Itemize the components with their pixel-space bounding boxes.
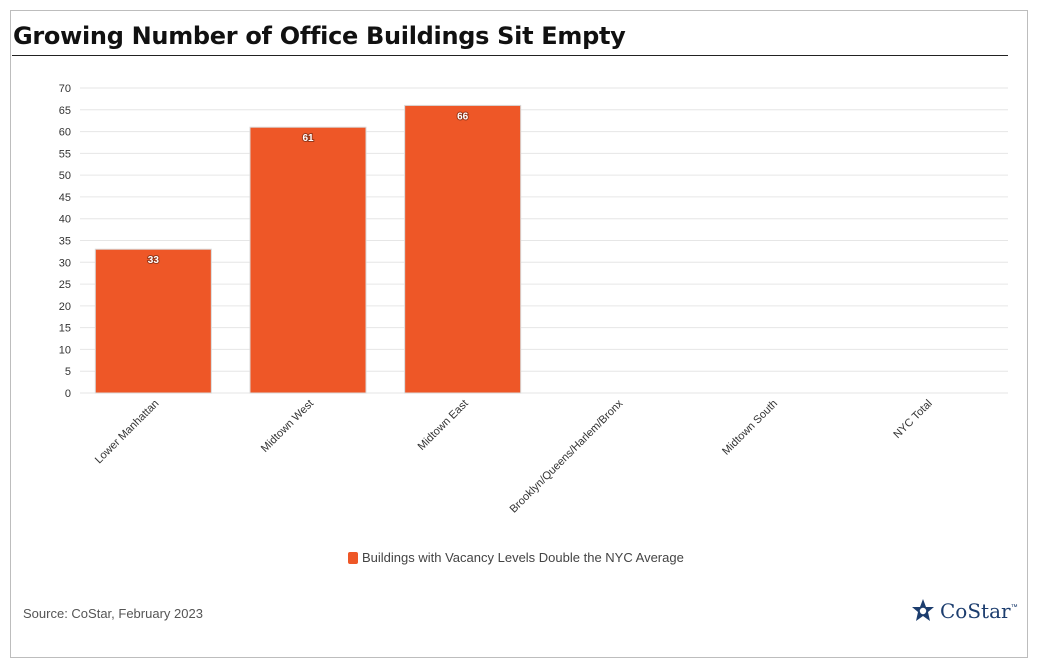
data-label: 66 (457, 111, 469, 122)
y-tick-label: 45 (59, 192, 71, 204)
y-tick-label: 70 (59, 83, 71, 95)
x-tick-label: Lower Manhattan (93, 398, 162, 467)
y-tick-label: 35 (59, 236, 71, 248)
y-tick-label: 20 (59, 301, 71, 313)
y-tick-label: 30 (59, 257, 71, 269)
y-tick-label: 65 (59, 105, 71, 117)
logo-text: CoStar (940, 599, 1011, 623)
x-tick-label: Brooklyn/Queens/Harlem/Bronx (508, 397, 626, 515)
x-tick-label: Midtown South (720, 398, 780, 458)
y-tick-label: 50 (59, 170, 71, 182)
y-tick-label: 10 (59, 344, 71, 356)
legend-label: Buildings with Vacancy Levels Double the… (362, 550, 684, 565)
logo-trademark: ™ (1010, 604, 1018, 611)
x-tick-label: Midtown East (416, 398, 471, 453)
costar-logo: CoStar ™ (910, 598, 1018, 624)
y-tick-label: 25 (59, 279, 71, 291)
x-tick-label: Midtown West (259, 398, 316, 455)
bar-chart: 0 5 10 15 20 25 30 35 40 45 50 55 60 65 70 33 Lower Manh… (59, 83, 1008, 516)
data-label: 33 (148, 255, 160, 266)
bar (94, 248, 212, 394)
source-note: Source: CoStar, February 2023 (23, 606, 203, 621)
legend[interactable]: Buildings with Vacancy Levels Double the… (348, 550, 684, 565)
bar (249, 126, 367, 394)
y-tick-label: 40 (59, 214, 71, 226)
costar-star-icon (912, 599, 934, 621)
y-tick-label: 15 (59, 323, 71, 335)
y-tick-label: 5 (65, 366, 71, 378)
y-tick-label: 55 (59, 148, 71, 160)
y-tick-label: 0 (65, 388, 71, 400)
bar (404, 104, 522, 394)
chart-title: Growing Number of Office Buildings Sit E… (13, 22, 626, 50)
title-divider (12, 55, 1008, 56)
data-label: 61 (302, 133, 314, 144)
x-tick-label: NYC Total (891, 398, 934, 441)
y-tick-label: 60 (59, 127, 71, 139)
legend-swatch (348, 551, 358, 564)
